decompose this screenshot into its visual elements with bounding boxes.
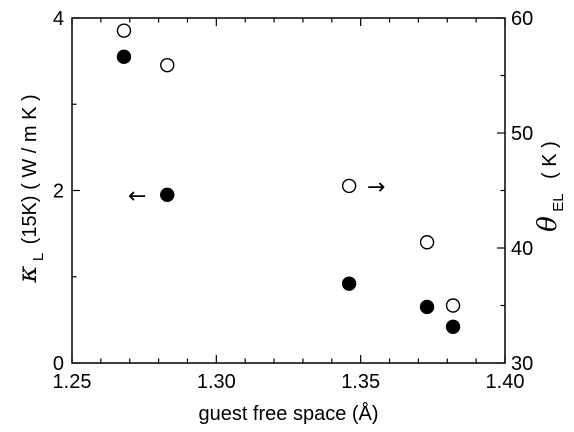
left-axis-arrow-annotation: ←: [128, 184, 146, 209]
y-left-tick-label: 4: [53, 8, 64, 30]
open-data-point: [341, 178, 357, 194]
open-data-point: [160, 57, 175, 73]
y-left-tick-labels: 0 2 4: [53, 8, 64, 375]
y-right-subscript: EL: [550, 193, 567, 211]
filled-data-point: [160, 187, 175, 203]
open-data-point: [116, 23, 132, 38]
x-tick-label: 1.25: [53, 371, 92, 393]
y-left-subscript: L: [30, 253, 47, 261]
filled-data-point: [116, 49, 132, 65]
right-axis-arrow-annotation: →: [367, 175, 385, 200]
x-tick-labels: 1.25 1.30 1.35 1.40: [53, 371, 525, 393]
open-data-point: [419, 235, 435, 250]
filled-data-point: [419, 299, 435, 315]
x-tick-label: 1.40: [486, 371, 525, 393]
y-left-axis-label: κ L (15K) ( W / m K ): [13, 94, 47, 283]
y-right-tick-label: 30: [511, 353, 533, 375]
x-tick-label: 1.30: [197, 371, 236, 393]
y-right-tick-label: 60: [511, 8, 533, 30]
y-left-symbol: κ: [13, 266, 43, 284]
x-tick-label: 1.35: [341, 371, 380, 393]
x-axis-label: guest free space (Å): [198, 402, 378, 425]
y-right-axis-label: θ EL ( K ): [533, 141, 567, 232]
y-right-tick-labels: 30 40 50 60: [511, 8, 533, 375]
filled-data-point: [341, 276, 357, 291]
filled-data-point: [445, 319, 461, 334]
y-right-tick-label: 40: [511, 238, 533, 260]
y-right-symbol: θ: [533, 216, 563, 232]
open-data-point: [445, 298, 461, 313]
y-left-tick-label: 2: [53, 181, 64, 203]
data-points: [116, 23, 461, 334]
y-left-label-rest: (15K) ( W / m K ): [19, 94, 41, 244]
tick-marks: [71, 17, 506, 364]
y-right-label-rest: ( K ): [539, 141, 561, 179]
y-left-tick-label: 0: [53, 353, 64, 375]
y-right-tick-label: 50: [511, 123, 533, 145]
